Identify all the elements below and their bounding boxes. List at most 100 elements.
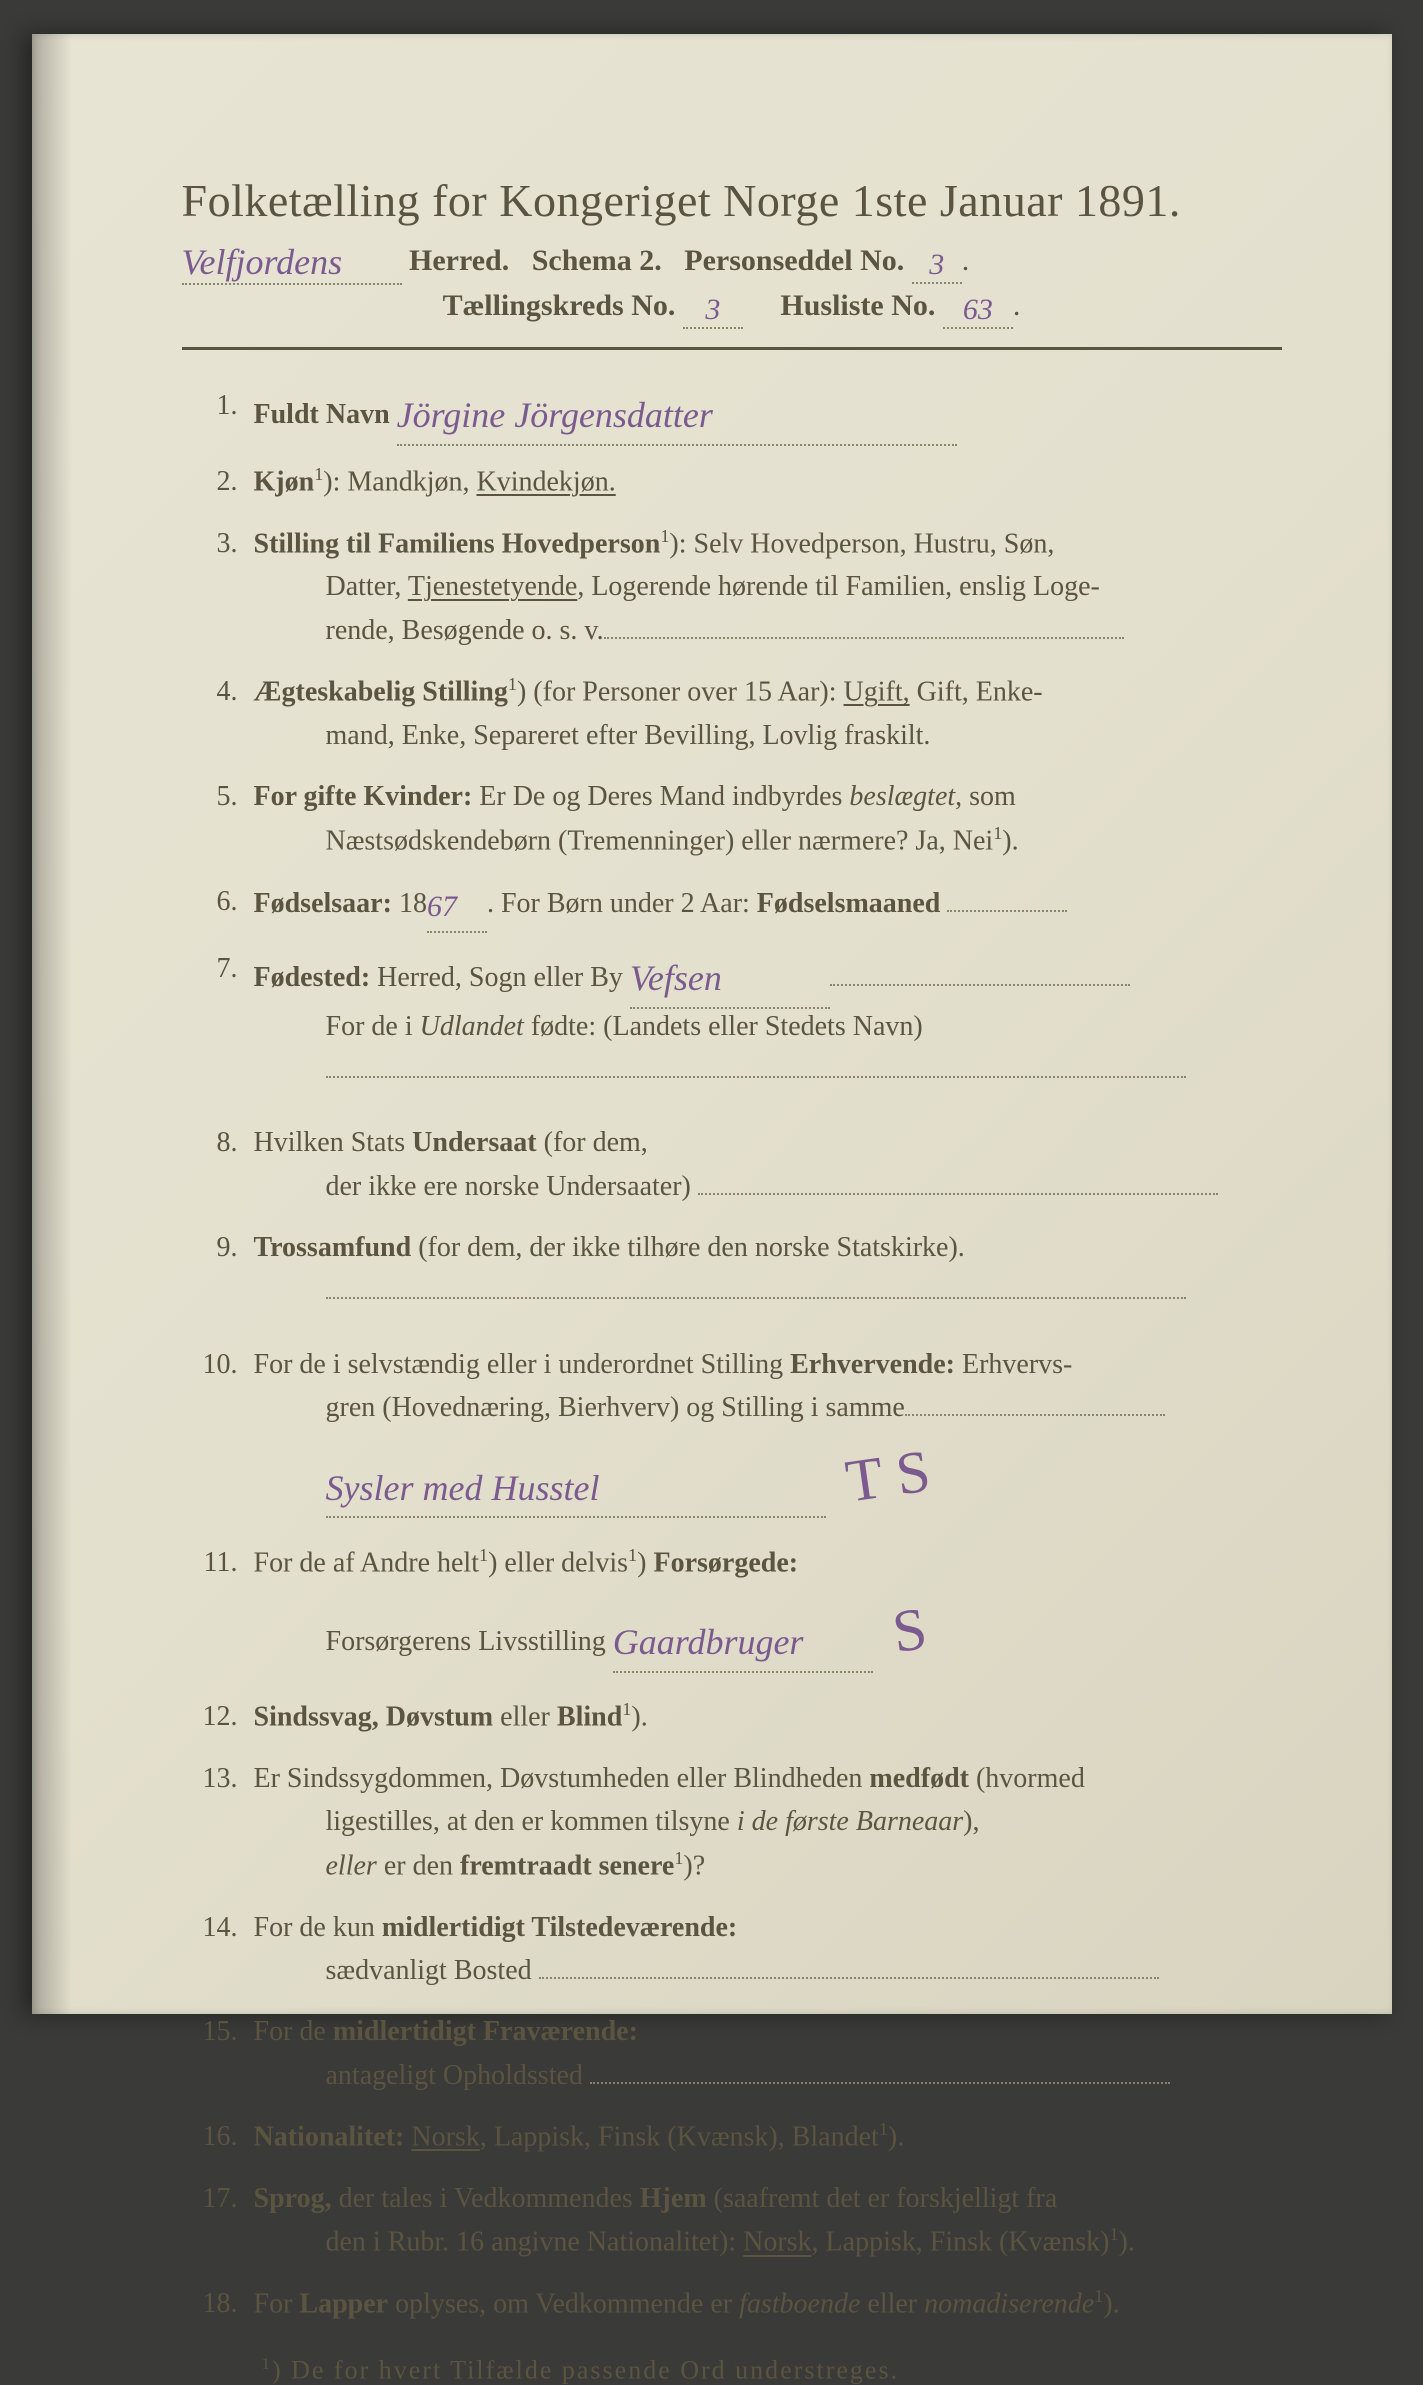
sup: 1 — [993, 823, 1002, 843]
q-text: . For Børn under 2 Aar: — [487, 888, 757, 919]
herred-handwritten: Velfjordens — [182, 241, 402, 285]
q14: 14. For de kun midlertidigt Tilstedevære… — [182, 1906, 1282, 1993]
q-number: 3. — [182, 522, 238, 565]
q1: 1. Fuldt Navn Jörgine Jörgensdatter — [182, 384, 1282, 442]
q9: 9. Trossamfund (for dem, der ikke tilhør… — [182, 1226, 1282, 1313]
q-text: For de i selvstændig eller i underordnet… — [254, 1349, 791, 1380]
q-label: For gifte Kvinder: — [254, 781, 473, 812]
q12: 12. Sindssvag, Døvstum eller Blind1). — [182, 1695, 1282, 1739]
q-text: er den — [377, 1850, 460, 1881]
q-text: (saafremt det er forskjelligt fra — [707, 2183, 1058, 2214]
q-text: For de af Andre helt — [254, 1547, 480, 1578]
dotted-fill — [326, 1076, 1186, 1078]
italic-text: beslægtet — [849, 781, 955, 812]
q-text: ). — [1002, 825, 1018, 856]
page-title: Folketælling for Kongeriget Norge 1ste J… — [182, 174, 1282, 227]
q-label: Ægteskabelig Stilling — [254, 676, 508, 707]
bold-label: Undersaat — [412, 1127, 536, 1158]
q-text: Herred, Sogn eller By — [370, 962, 623, 993]
footnote-text: ) De for hvert Tilfælde passende Ord und… — [272, 2355, 899, 2384]
bold-label: midlertidigt Tilstedeværende: — [382, 1912, 737, 1943]
q-text: rende, Besøgende o. s. v. — [326, 615, 604, 646]
underlined-choice: Norsk — [411, 2121, 479, 2152]
bold-label: Forsørgede: — [653, 1547, 798, 1578]
q13: 13. Er Sindssygdommen, Døvstumheden elle… — [182, 1757, 1282, 1888]
census-form-page: Folketælling for Kongeriget Norge 1ste J… — [32, 34, 1392, 2014]
q2: 2. Kjøn1): Mandkjøn, Kvindekjøn. — [182, 460, 1282, 504]
q-text: , som — [955, 781, 1016, 812]
q-number: 16. — [182, 2115, 238, 2158]
q-text: For de — [254, 2016, 333, 2047]
underlined-choice: Norsk — [743, 2227, 811, 2258]
q-label: Sprog, — [254, 2183, 332, 2214]
bold-label: fremtraadt senere — [460, 1850, 674, 1881]
q16: 16. Nationalitet: Norsk, Lappisk, Finsk … — [182, 2115, 1282, 2159]
q-text: den i Rubr. 16 angivne Nationalitet): — [326, 2227, 744, 2258]
q-text: For — [254, 2288, 300, 2319]
birthplace-handwritten: Vefsen — [630, 951, 830, 1009]
underlined-choice: Kvindekjøn. — [477, 466, 616, 497]
header-divider — [182, 347, 1282, 350]
q-number: 11. — [182, 1541, 238, 1584]
q-text: ). — [1103, 2288, 1119, 2319]
q-text: (for dem, der ikke tilhøre den norske St… — [411, 1232, 965, 1263]
q-number: 6. — [182, 880, 238, 923]
italic-text: eller — [326, 1850, 377, 1881]
subhead-line-1: Velfjordens Herred. Schema 2. Personsedd… — [182, 237, 1282, 281]
q-text: fødte: (Landets eller Stedets Navn) — [524, 1011, 923, 1042]
q-number: 4. — [182, 670, 238, 713]
q-text: mand, Enke, Separeret efter Bevilling, L… — [254, 714, 1282, 757]
q10: 10. For de i selvstændig eller i underor… — [182, 1343, 1282, 1523]
q5: 5. For gifte Kvinder: Er De og Deres Man… — [182, 775, 1282, 862]
dotted-fill — [539, 1977, 1159, 1979]
q-text: ). — [1119, 2227, 1135, 2258]
q-number: 13. — [182, 1757, 238, 1800]
q17: 17. Sprog, der tales i Vedkommendes Hjem… — [182, 2177, 1282, 2264]
q-text: ligestilles, at den er kommen tilsyne — [326, 1806, 737, 1837]
q-text: Næstsødskendebørn (Tremenninger) eller n… — [326, 825, 994, 856]
q-text: ): Selv Hovedperson, Hustru, Søn, — [669, 528, 1054, 559]
q-number: 5. — [182, 775, 238, 818]
q-text: eller — [860, 2288, 924, 2319]
sup: 1 — [1109, 2224, 1118, 2244]
q-number: 1. — [182, 384, 238, 427]
sup: 1 — [628, 1545, 637, 1565]
q-text: Gift, Enke- — [910, 676, 1043, 707]
q-text: gren (Hovednæring, Bierhverv) og Stillin… — [326, 1392, 905, 1423]
q-label: Nationalitet: — [254, 2121, 405, 2152]
q-number: 15. — [182, 2010, 238, 2053]
q-number: 18. — [182, 2282, 238, 2325]
dotted-fill — [604, 637, 1124, 639]
q-text: 18 — [392, 888, 427, 919]
personseddel-label: Personseddel No. — [684, 244, 904, 277]
sup: 1 — [508, 674, 517, 694]
q-label: Kjøn — [254, 466, 315, 497]
q-text: ): Mandkjøn, — [323, 466, 476, 497]
sup: 1 — [622, 1699, 631, 1719]
dotted-fill — [698, 1193, 1218, 1195]
dotted-fill — [590, 2082, 1170, 2084]
q-text: For de kun — [254, 1912, 382, 1943]
q-text: Er De og Deres Mand indbyrdes — [472, 781, 849, 812]
q-text: Erhvervs- — [955, 1349, 1072, 1380]
italic-text: fastboende — [739, 2288, 860, 2319]
personseddel-no: 3 — [912, 248, 962, 284]
q-text: , Lappisk, Finsk (Kvænsk), Blandet — [480, 2121, 879, 2152]
q-number: 17. — [182, 2177, 238, 2220]
q-text: )? — [683, 1850, 705, 1881]
footnote: 1) De for hvert Tilfælde passende Ord un… — [182, 2354, 1282, 2385]
q-text: ), — [963, 1806, 979, 1837]
fullname-handwritten: Jörgine Jörgensdatter — [397, 388, 957, 446]
q-text: antageligt Opholdssted — [326, 2060, 583, 2091]
bold-label: Fødselsmaaned — [757, 888, 941, 919]
q-text: Datter, — [326, 571, 408, 602]
husliste-label: Husliste No. — [780, 289, 935, 322]
q-text: eller — [500, 1702, 557, 1733]
q-label: Fødselsaar: — [254, 888, 392, 919]
q11: 11. For de af Andre helt1) eller delvis1… — [182, 1541, 1282, 1678]
q-label: Fødested: — [254, 962, 371, 993]
dotted-fill — [830, 984, 1130, 986]
q-number: 7. — [182, 947, 238, 990]
q-text — [404, 2121, 411, 2152]
bold-label: Blind — [557, 1702, 622, 1733]
